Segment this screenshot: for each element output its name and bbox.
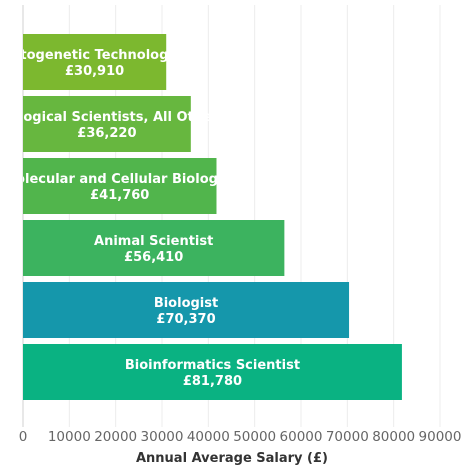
x-tick-label: 0	[19, 429, 28, 445]
bar-value-label: £30,910	[65, 64, 124, 79]
bar	[23, 96, 191, 152]
x-tick-label: 30000	[141, 429, 184, 445]
bar	[23, 158, 217, 214]
x-tick-label: 40000	[187, 429, 230, 445]
x-tick-label: 70000	[326, 429, 369, 445]
bar-value-label: £41,760	[90, 188, 149, 203]
x-axis-title: Annual Average Salary (£)	[136, 451, 328, 466]
bar	[23, 34, 167, 90]
x-ticks: 0 10000 20000 30000 40000 50000 60000 70000 8000…	[19, 429, 462, 445]
bar-category-label: Biological Scientists, All Other	[0, 110, 219, 125]
bar-value-label: £81,780	[183, 374, 242, 389]
bar	[23, 344, 402, 400]
bar-category-label: Molecular and Cellular Biologist	[3, 172, 236, 187]
bar-category-label: Bioinformatics Scientist	[125, 358, 300, 373]
x-tick-label: 90000	[419, 429, 462, 445]
x-tick-label: 50000	[233, 429, 276, 445]
bar-category-label: Biologist	[154, 296, 218, 311]
bar-value-label: £36,220	[77, 126, 136, 141]
x-tick-label: 60000	[280, 429, 323, 445]
bar	[23, 220, 285, 276]
bar-category-label: Animal Scientist	[94, 234, 213, 249]
bar-category-label: Cytogenetic Technologist	[2, 48, 186, 63]
bar-labels: Cytogenetic Technologist£30,910 Biologica…	[0, 48, 300, 389]
bar-value-label: £56,410	[124, 250, 183, 265]
x-tick-label: 10000	[48, 429, 91, 445]
bar-value-label: £70,370	[156, 312, 215, 327]
bar	[23, 282, 350, 338]
x-tick-label: 20000	[94, 429, 137, 445]
bars	[23, 34, 402, 400]
x-tick-label: 80000	[372, 429, 415, 445]
